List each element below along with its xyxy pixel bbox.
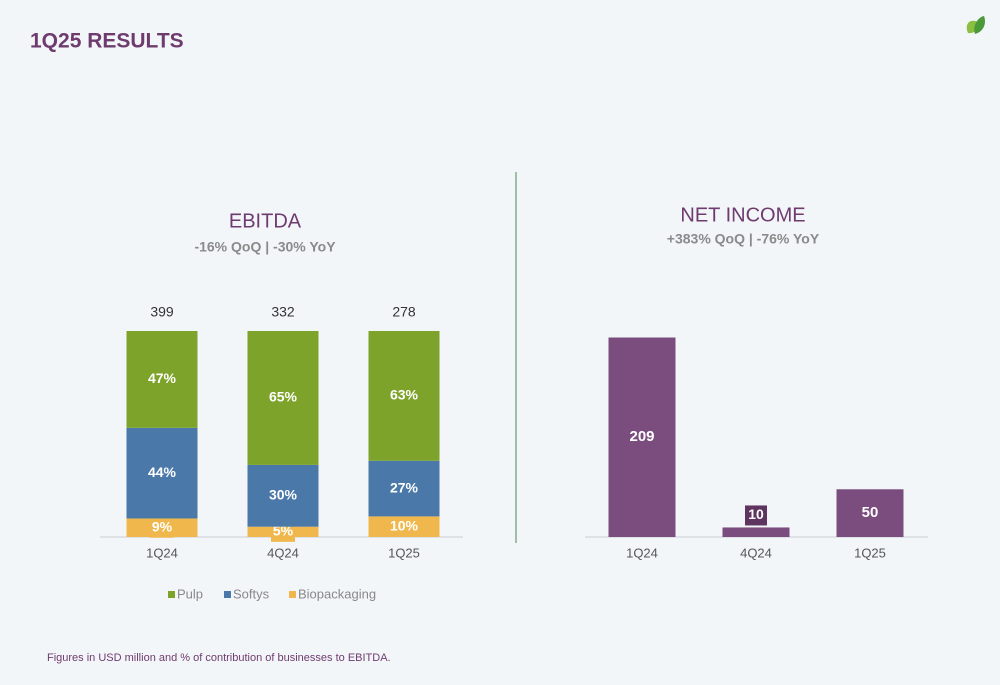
footnote: Figures in USD million and % of contribu…	[47, 652, 391, 664]
bar	[608, 337, 676, 537]
x-tick-label: 4Q24	[267, 545, 299, 560]
data-label: 10%	[390, 517, 419, 533]
label-box	[392, 516, 416, 537]
x-tick-label: 4Q24	[740, 545, 772, 560]
slide-title: 1Q25 RESULTS	[30, 30, 184, 53]
x-tick-label: 1Q25	[388, 545, 420, 560]
data-label: 63%	[390, 387, 419, 403]
legend-label: Softys	[233, 586, 270, 601]
x-tick-label: 1Q24	[146, 545, 178, 560]
x-tick-label: 1Q25	[854, 545, 886, 560]
data-label: 44%	[148, 464, 177, 480]
legend-label: Biopackaging	[298, 586, 376, 601]
data-label: 27%	[390, 479, 419, 495]
bar-segment	[247, 331, 319, 465]
bar	[722, 527, 790, 537]
data-label: 50	[862, 504, 879, 521]
label-box	[150, 517, 174, 538]
total-label: 399	[150, 304, 174, 320]
chart-title: NET INCOME	[680, 204, 805, 226]
total-label: 332	[271, 304, 295, 320]
data-label: 209	[629, 428, 654, 445]
data-label: 10	[748, 506, 764, 522]
legend-swatch	[224, 591, 231, 598]
x-tick-label: 1Q24	[626, 545, 658, 560]
label-box	[745, 505, 767, 526]
bar-segment	[368, 460, 440, 517]
bar-segment	[126, 427, 198, 519]
data-label: 65%	[269, 389, 298, 405]
legend-swatch	[289, 591, 296, 598]
bar-segment	[126, 331, 198, 428]
bar	[836, 489, 904, 537]
data-label: 47%	[148, 370, 177, 386]
chart-title: EBITDA	[229, 210, 302, 232]
legend-swatch	[168, 591, 175, 598]
data-label: 9%	[152, 518, 173, 534]
chart-subtitle: +383% QoQ | -76% YoY	[667, 231, 820, 247]
label-box	[271, 521, 295, 542]
bar-segment	[247, 464, 319, 527]
data-label: 30%	[269, 487, 298, 503]
logo	[966, 16, 985, 34]
bar-segment	[368, 331, 440, 461]
chart-subtitle: -16% QoQ | -30% YoY	[194, 239, 336, 255]
legend-label: Pulp	[177, 586, 203, 601]
total-label: 278	[392, 304, 416, 320]
